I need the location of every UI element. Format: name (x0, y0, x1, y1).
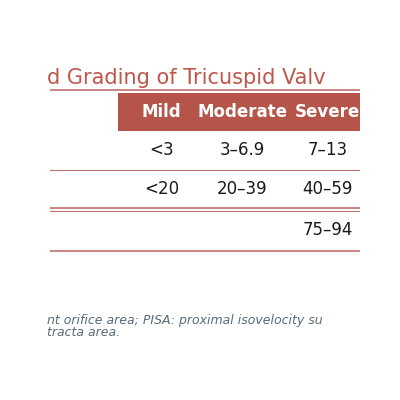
Text: d Grading of Tricuspid Valv: d Grading of Tricuspid Valv (47, 68, 326, 88)
Text: nt orifice area; PISA: proximal isovelocity su: nt orifice area; PISA: proximal isoveloc… (47, 314, 322, 327)
Text: Moderate: Moderate (197, 103, 287, 121)
Bar (118, 93, 360, 131)
Text: Mild: Mild (142, 103, 182, 121)
Text: tracta area.: tracta area. (47, 326, 120, 339)
Text: 75–94: 75–94 (302, 221, 353, 239)
Text: 20–39: 20–39 (217, 180, 268, 198)
Text: 7–13: 7–13 (307, 142, 348, 160)
Text: <3: <3 (149, 142, 174, 160)
Text: 40–59: 40–59 (302, 180, 353, 198)
Text: <20: <20 (144, 180, 179, 198)
Text: Severe: Severe (295, 103, 360, 121)
Text: 3–6.9: 3–6.9 (220, 142, 265, 160)
